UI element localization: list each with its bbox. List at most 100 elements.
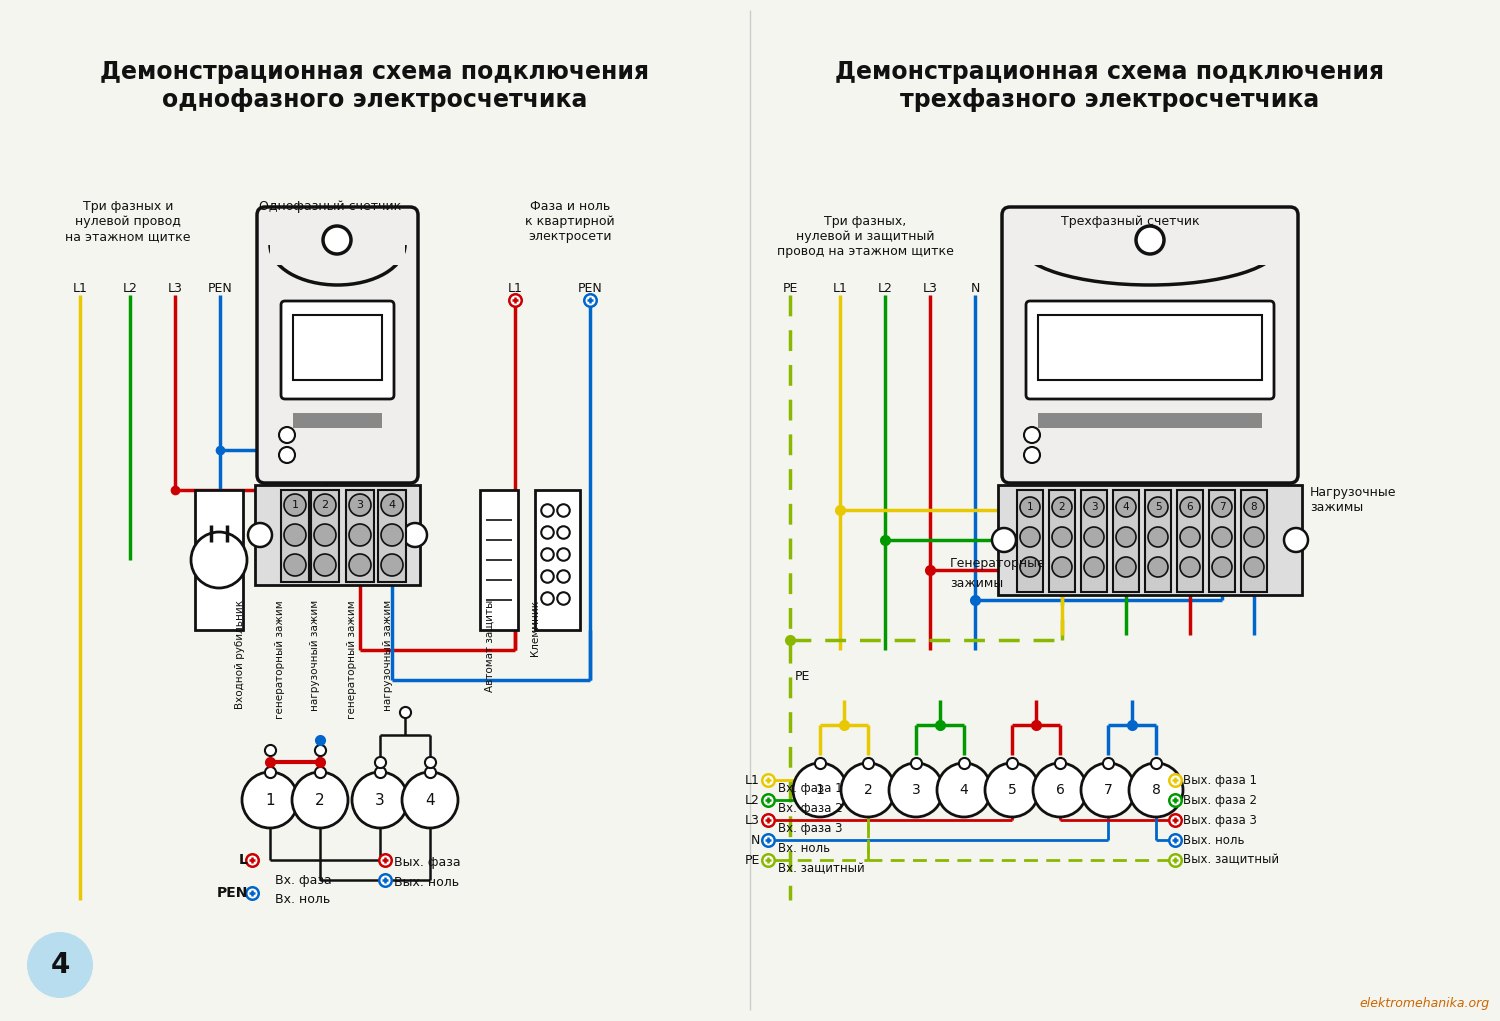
Circle shape — [27, 932, 93, 998]
Circle shape — [1116, 527, 1136, 547]
Circle shape — [1082, 763, 1136, 817]
Text: 4: 4 — [51, 951, 69, 979]
Circle shape — [1116, 497, 1136, 517]
Circle shape — [1180, 497, 1200, 517]
Text: 1: 1 — [1026, 502, 1033, 512]
Text: зажимы: зажимы — [950, 577, 1004, 590]
Circle shape — [292, 772, 348, 828]
Bar — [292, 315, 382, 380]
Text: 1: 1 — [816, 783, 825, 797]
Circle shape — [350, 554, 370, 576]
Text: Автомат защиты: Автомат защиты — [484, 600, 495, 692]
Text: L3: L3 — [746, 814, 760, 827]
Text: 3: 3 — [1090, 502, 1098, 512]
Text: 3: 3 — [912, 783, 921, 797]
Circle shape — [1084, 497, 1104, 517]
Circle shape — [350, 494, 370, 516]
Text: Нагрузочные
зажимы: Нагрузочные зажимы — [1310, 486, 1396, 514]
Circle shape — [890, 763, 944, 817]
Bar — [195, 490, 243, 630]
Text: Вых. фаза 2: Вых. фаза 2 — [1184, 793, 1257, 807]
Text: L2: L2 — [878, 282, 892, 295]
Circle shape — [314, 524, 336, 546]
Text: 2: 2 — [1059, 502, 1065, 512]
Bar — [255, 485, 420, 585]
Circle shape — [381, 494, 404, 516]
Text: 2: 2 — [315, 792, 326, 808]
Text: PE: PE — [795, 670, 810, 683]
Text: генераторный зажим: генераторный зажим — [274, 600, 285, 719]
FancyBboxPatch shape — [280, 301, 394, 399]
Text: Вх. фаза 3: Вх. фаза 3 — [778, 822, 843, 835]
Text: PEN: PEN — [578, 282, 603, 295]
Circle shape — [1148, 497, 1168, 517]
Circle shape — [1136, 226, 1164, 254]
Text: Вх. защитный: Вх. защитный — [778, 862, 864, 875]
Circle shape — [1180, 557, 1200, 577]
Bar — [480, 490, 518, 630]
Text: 1: 1 — [291, 500, 298, 510]
Circle shape — [284, 554, 306, 576]
Text: Генераторные: Генераторные — [950, 557, 1046, 570]
Text: 4: 4 — [388, 500, 396, 510]
Text: Входной рубильник: Входной рубильник — [236, 600, 244, 710]
Text: PEN: PEN — [207, 282, 232, 295]
Circle shape — [381, 524, 404, 546]
Text: 8: 8 — [1152, 783, 1161, 797]
Circle shape — [314, 494, 336, 516]
Circle shape — [404, 523, 427, 547]
Circle shape — [1284, 528, 1308, 552]
Circle shape — [1052, 497, 1072, 517]
Text: Три фазных,
нулевой и защитный
провод на этажном щитке: Три фазных, нулевой и защитный провод на… — [777, 215, 954, 258]
Text: Вх. фаза 1: Вх. фаза 1 — [778, 782, 843, 795]
Text: N: N — [750, 833, 760, 846]
Circle shape — [1116, 557, 1136, 577]
Text: 6: 6 — [1186, 502, 1194, 512]
Text: 4: 4 — [424, 792, 435, 808]
Text: Вх. фаза 2: Вх. фаза 2 — [778, 803, 843, 815]
Circle shape — [986, 763, 1039, 817]
Text: 8: 8 — [1251, 502, 1257, 512]
Circle shape — [1020, 497, 1040, 517]
Text: L1: L1 — [746, 774, 760, 786]
Text: 7: 7 — [1104, 783, 1113, 797]
Circle shape — [1034, 763, 1088, 817]
Bar — [1144, 490, 1172, 592]
Circle shape — [314, 554, 336, 576]
Circle shape — [1148, 557, 1168, 577]
Bar — [1209, 490, 1234, 592]
Text: 2: 2 — [321, 500, 328, 510]
Bar — [536, 490, 580, 630]
Circle shape — [381, 554, 404, 576]
Text: 3: 3 — [357, 500, 363, 510]
Circle shape — [352, 772, 408, 828]
Circle shape — [1052, 557, 1072, 577]
FancyBboxPatch shape — [1026, 301, 1274, 399]
Circle shape — [1244, 497, 1264, 517]
Circle shape — [350, 524, 370, 546]
Text: L3: L3 — [922, 282, 938, 295]
Text: Трехфазный счетчик: Трехфазный счетчик — [1060, 215, 1200, 228]
Circle shape — [938, 763, 992, 817]
Circle shape — [1130, 763, 1184, 817]
Text: Клеммник: Клеммник — [530, 600, 540, 657]
Circle shape — [284, 524, 306, 546]
Bar — [1178, 490, 1203, 592]
Text: нагрузочный зажим: нагрузочный зажим — [310, 600, 320, 711]
Bar — [378, 490, 406, 582]
Circle shape — [248, 523, 272, 547]
Bar — [1016, 215, 1286, 265]
Circle shape — [842, 763, 896, 817]
Circle shape — [794, 763, 847, 817]
Bar — [1038, 414, 1262, 428]
Circle shape — [1180, 527, 1200, 547]
Bar — [270, 215, 405, 265]
Text: 6: 6 — [1056, 783, 1065, 797]
Text: генераторный зажим: генераторный зажим — [346, 600, 357, 719]
FancyBboxPatch shape — [256, 207, 418, 483]
Text: N: N — [970, 282, 980, 295]
Text: Вых. защитный: Вых. защитный — [1184, 854, 1280, 867]
Text: L3: L3 — [168, 282, 183, 295]
Text: 1: 1 — [266, 792, 274, 808]
Text: PE: PE — [783, 282, 798, 295]
